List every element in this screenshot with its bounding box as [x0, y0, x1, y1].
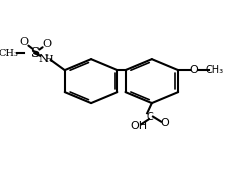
Text: CH₃: CH₃: [205, 65, 224, 75]
Text: O: O: [189, 65, 198, 75]
Text: OH: OH: [130, 121, 148, 131]
Text: S: S: [30, 47, 39, 60]
Text: N: N: [39, 54, 48, 64]
Text: H: H: [44, 55, 53, 64]
Text: O: O: [160, 118, 169, 128]
Text: C: C: [146, 112, 153, 122]
Text: CH₃: CH₃: [0, 49, 18, 58]
Text: O: O: [43, 39, 52, 49]
Text: O: O: [19, 37, 28, 47]
